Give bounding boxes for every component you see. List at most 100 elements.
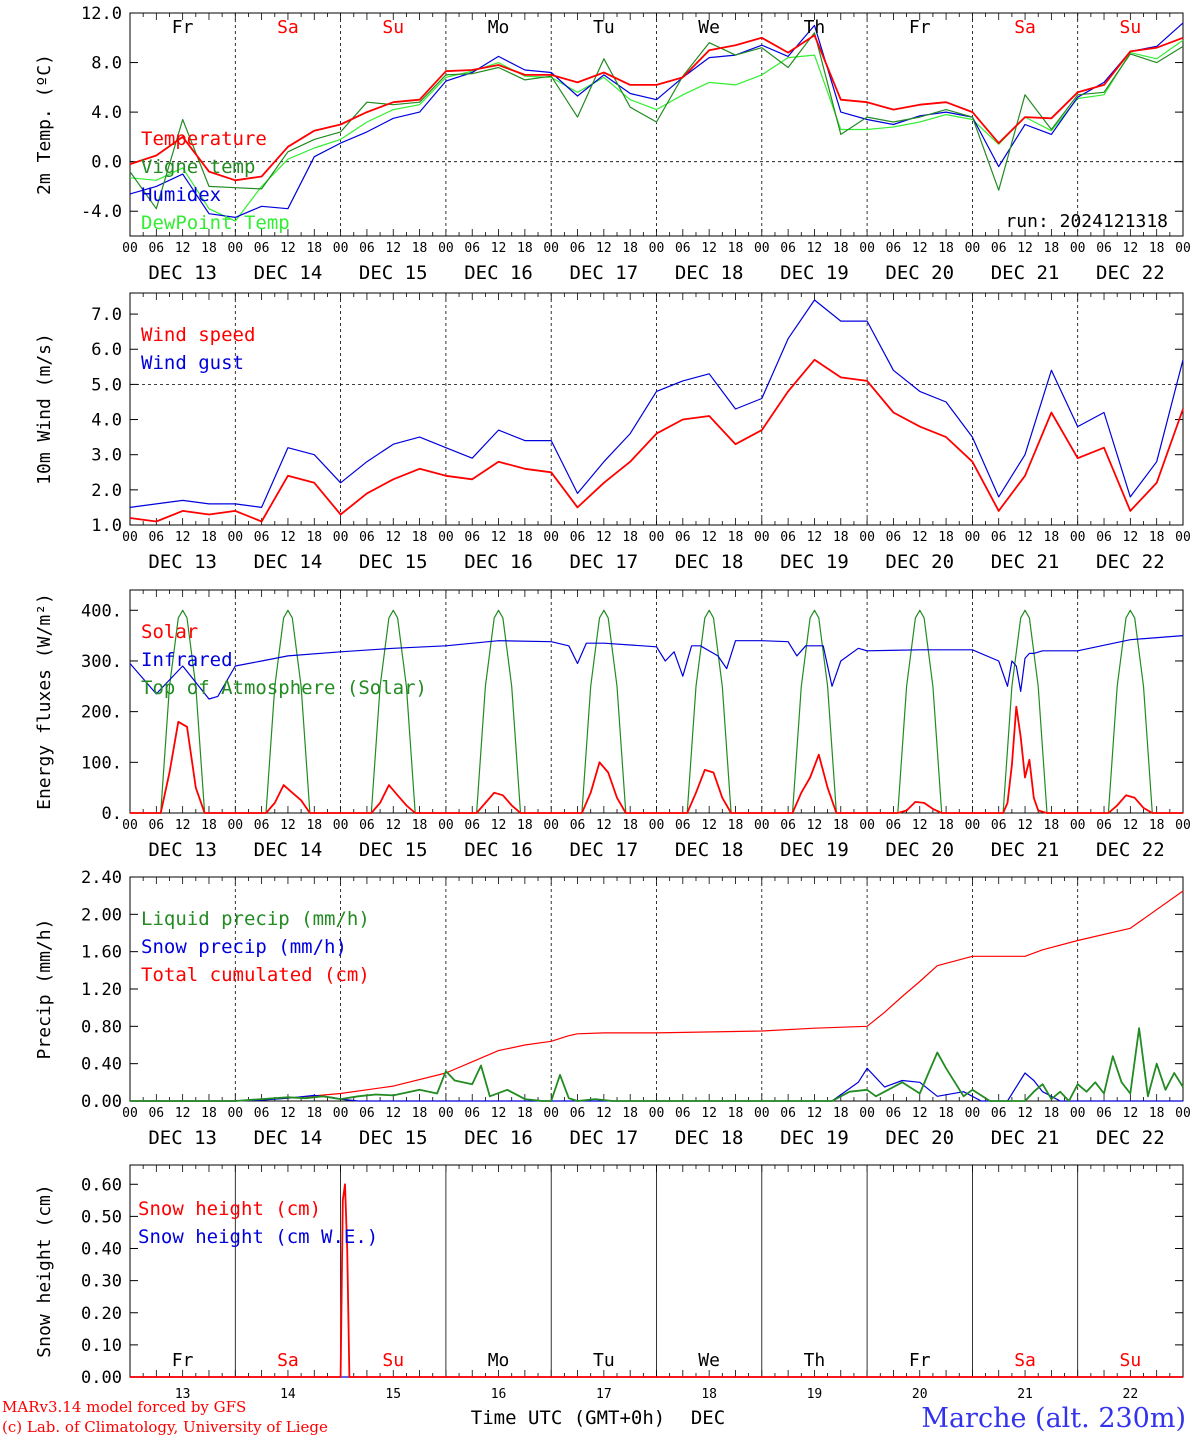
y-tick-label: 5.0 (91, 375, 122, 395)
legend-entry: Top of Atmosphere (Solar) (141, 677, 427, 699)
date-label: DEC 15 (359, 1127, 428, 1149)
weekday-label: Tu (593, 17, 615, 38)
series-line-liquid-precip-mm-h- (130, 1027, 1184, 1102)
y-tick-label: 400. (81, 601, 122, 621)
chart-panel-4: 0.00 0.40 0.80 1.20 1.60 2.00 2.40 Precip (mm/h… (34, 868, 1191, 1149)
y-tick-label: 0.0 (91, 153, 122, 173)
chart-panel-1: -4.0 0.0 4.0 8.0 12.0 2m Temp. (ºC) Temperatur… (34, 4, 1191, 284)
hour-tick-label: 00 (543, 530, 559, 545)
hour-tick-label: 18 (517, 241, 533, 256)
weekday-label: Sa (277, 1350, 299, 1371)
hour-tick-label: 00 (333, 818, 349, 833)
hour-tick-label: 18 (201, 818, 217, 833)
weekday-label: Su (1120, 1350, 1142, 1371)
hour-tick-label: 06 (1096, 818, 1112, 833)
hour-tick-label: 06 (886, 530, 902, 545)
weekday-label: Su (382, 1350, 404, 1371)
hour-tick-label: 00 (438, 241, 454, 256)
legend-entry: Vigne temp (141, 156, 255, 178)
hour-tick-label: 12 (1123, 530, 1139, 545)
hour-tick-label: 06 (780, 1106, 796, 1121)
date-label: DEC 14 (254, 839, 323, 861)
hour-tick-label: 18 (1044, 1106, 1060, 1121)
hour-tick-label: 18 (938, 1106, 954, 1121)
hour-tick-label: 18 (938, 241, 954, 256)
hour-tick-label: 06 (464, 1106, 480, 1121)
hour-tick-label: 18 (622, 818, 638, 833)
hour-tick-label: 18 (728, 818, 744, 833)
hour-tick-label: 06 (570, 530, 586, 545)
hour-tick-label: 00 (227, 241, 243, 256)
y-tick-label: 6.0 (91, 340, 122, 360)
station-name: Marche (alt. 230m) (921, 1403, 1186, 1434)
y-axis-label: Snow height (cm) (34, 1184, 55, 1357)
time-axis-label: Time UTC (GMT+0h) (471, 1407, 665, 1429)
hour-tick-label: 00 (333, 241, 349, 256)
hour-tick-label: 00 (438, 818, 454, 833)
day-number-label: 21 (1017, 1387, 1033, 1402)
hour-tick-label: 18 (833, 241, 849, 256)
series-line-snow-height-cm- (130, 1183, 1183, 1378)
date-label: DEC 20 (885, 262, 954, 284)
hour-tick-label: 12 (1017, 1106, 1033, 1121)
y-tick-label: 200. (81, 703, 122, 723)
hour-tick-label: 12 (1017, 530, 1033, 545)
date-label: DEC 16 (464, 262, 533, 284)
hour-tick-label: 18 (517, 818, 533, 833)
date-label: DEC 18 (675, 262, 744, 284)
hour-tick-label: 00 (1070, 530, 1086, 545)
hour-tick-label: 12 (701, 1106, 717, 1121)
hour-tick-label: 06 (886, 1106, 902, 1121)
weekday-label: Fr (909, 1350, 931, 1371)
date-label: DEC 19 (780, 1127, 849, 1149)
hour-tick-label: 12 (596, 241, 612, 256)
run-label: run: 2024121318 (1005, 211, 1168, 232)
hour-tick-label: 12 (1123, 1106, 1139, 1121)
y-tick-label: 12.0 (81, 4, 122, 24)
hour-tick-label: 18 (1149, 530, 1165, 545)
hour-tick-label: 18 (517, 1106, 533, 1121)
day-number-label: 13 (175, 1387, 191, 1402)
hour-tick-label: 12 (701, 241, 717, 256)
date-label: DEC 17 (570, 1127, 639, 1149)
hour-tick-label: 06 (359, 818, 375, 833)
hour-tick-label: 00 (1175, 530, 1191, 545)
day-number-label: 17 (596, 1387, 612, 1402)
hour-tick-label: 12 (280, 1106, 296, 1121)
hour-tick-label: 06 (1096, 241, 1112, 256)
hour-tick-label: 18 (938, 530, 954, 545)
day-number-label: 14 (280, 1387, 296, 1402)
legend-entry: Infrared (141, 649, 233, 671)
y-tick-label: 0.30 (81, 1272, 122, 1292)
legend-entry: Liquid precip (mm/h) (141, 908, 370, 930)
date-label: DEC 13 (148, 262, 217, 284)
hour-tick-label: 00 (122, 1106, 138, 1121)
hour-tick-label: 18 (201, 241, 217, 256)
hour-tick-label: 12 (596, 818, 612, 833)
hour-tick-label: 06 (780, 530, 796, 545)
date-label: DEC 18 (675, 1127, 744, 1149)
hour-tick-label: 06 (570, 1106, 586, 1121)
hour-tick-label: 00 (649, 530, 665, 545)
series-line-solar (130, 705, 1183, 814)
hour-tick-label: 18 (833, 530, 849, 545)
hour-tick-label: 00 (754, 530, 770, 545)
hour-tick-label: 06 (464, 818, 480, 833)
hour-tick-label: 18 (938, 818, 954, 833)
hour-tick-label: 12 (1123, 241, 1139, 256)
legend-entry: Wind gust (141, 352, 244, 374)
hour-tick-label: 06 (675, 818, 691, 833)
chart-panel-5: 0.00 0.10 0.20 0.30 0.40 0.50 0.60 Snow height … (34, 1164, 1184, 1429)
weekday-label: Tu (593, 1350, 615, 1371)
hour-tick-label: 12 (807, 1106, 823, 1121)
hour-tick-label: 18 (1149, 1106, 1165, 1121)
hour-tick-label: 06 (886, 241, 902, 256)
y-tick-label: 2.0 (91, 481, 122, 501)
hour-tick-label: 06 (464, 530, 480, 545)
hour-tick-label: 18 (622, 530, 638, 545)
y-tick-label: 0.50 (81, 1207, 122, 1227)
hour-tick-label: 12 (385, 1106, 401, 1121)
hour-tick-label: 06 (148, 818, 164, 833)
hour-tick-label: 06 (359, 241, 375, 256)
hour-tick-label: 00 (333, 1106, 349, 1121)
